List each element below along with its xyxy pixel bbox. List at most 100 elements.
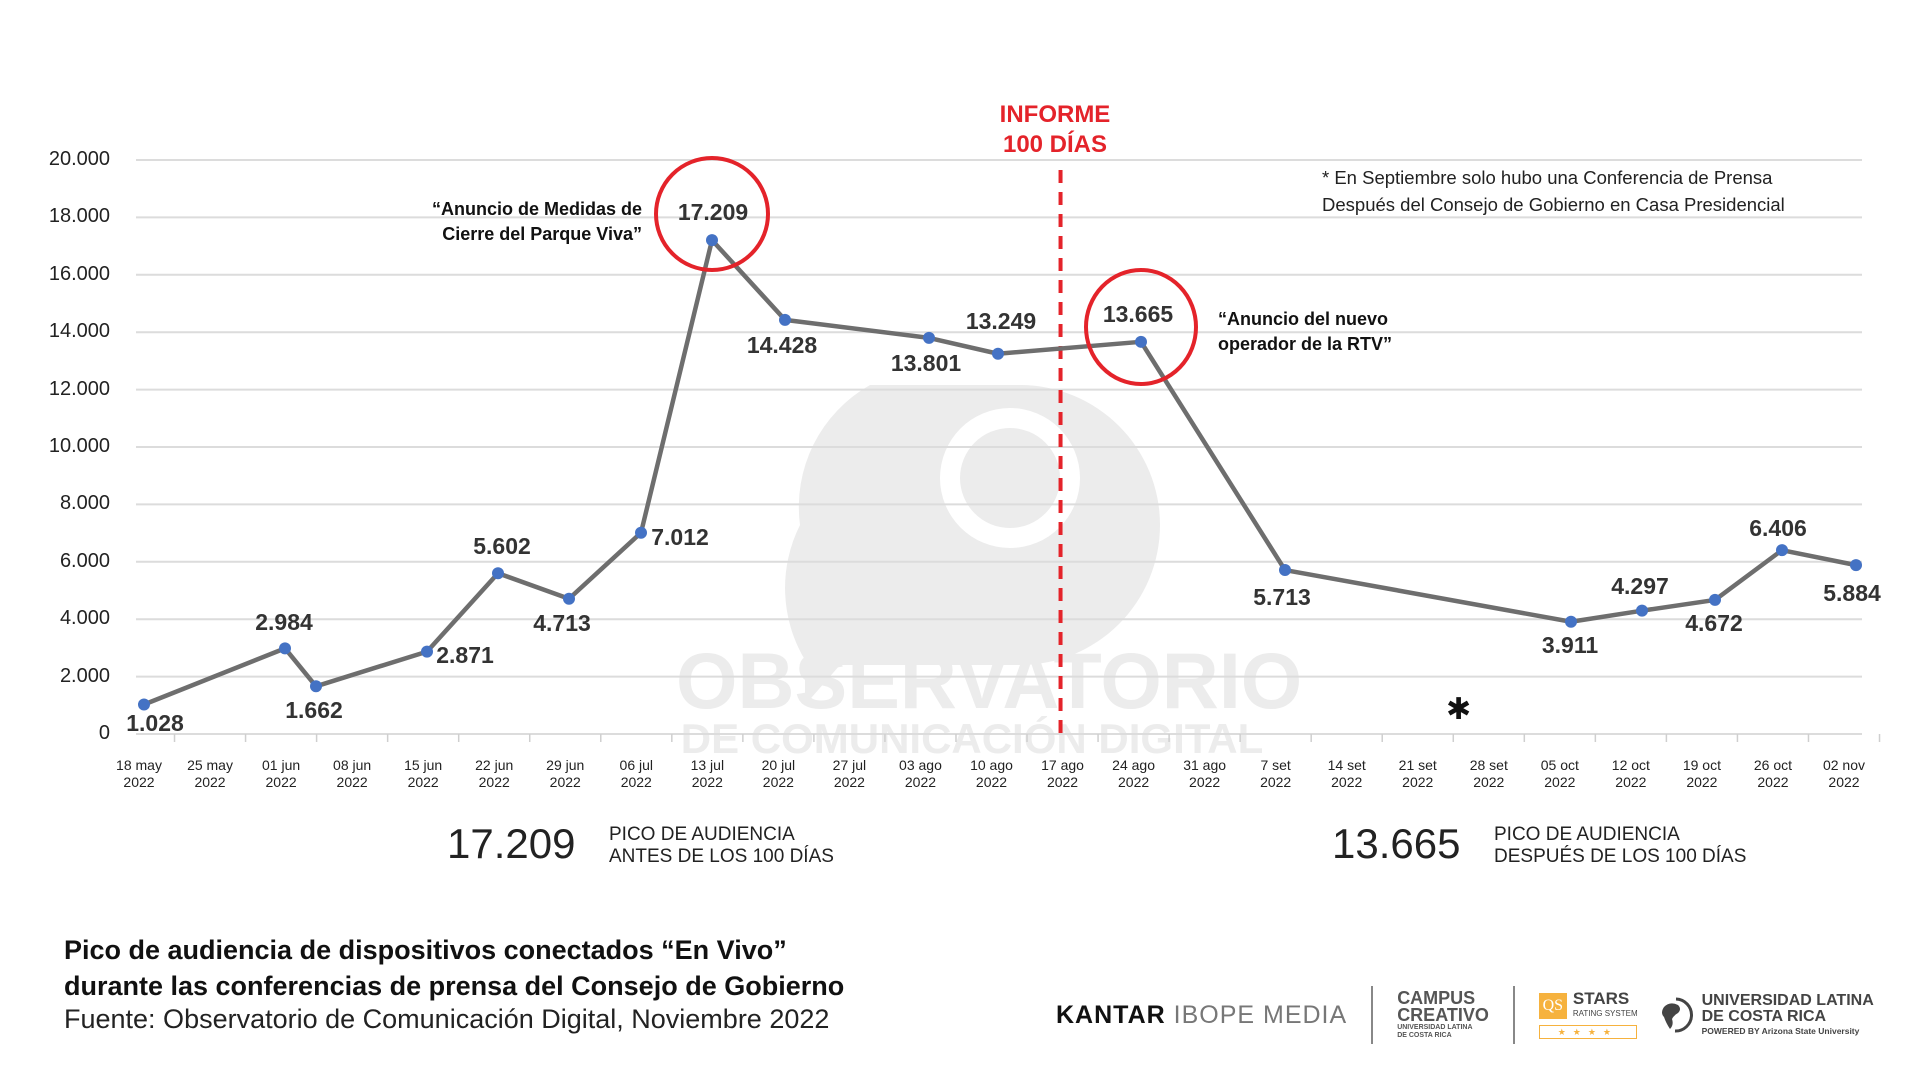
highlight-circle-13665 [1084, 268, 1198, 386]
data-point-marker [1279, 564, 1291, 577]
x-tick-label: 08 jun 2022 [333, 757, 372, 790]
logo-divider [1371, 986, 1374, 1044]
data-label: 2.871 [436, 642, 494, 668]
peak-label-line: DESPUÉS DE LOS 100 DÍAS [1494, 846, 1747, 867]
data-label: 17.209 [677, 199, 749, 225]
x-tick-label: 12 oct 2022 [1611, 757, 1650, 790]
data-label: 13.249 [965, 308, 1037, 334]
x-tick-label: 10 ago 2022 [970, 757, 1013, 790]
data-label: 6.406 [1749, 515, 1807, 541]
globe-icon [1661, 997, 1693, 1033]
campus-sub: UNIVERSIDAD LATINA [1397, 1024, 1473, 1031]
x-tick-label: 27 jul 2022 [832, 757, 867, 790]
peak-before-label: PICO DE AUDIENCIA ANTES DE LOS 100 DÍAS [609, 824, 834, 868]
x-tick-label: 21 set 2022 [1398, 757, 1437, 790]
data-point-marker [492, 567, 504, 580]
september-footnote: * En Septiembre solo hubo una Conferenci… [1322, 164, 1785, 218]
campus-text: CAMPUS [1397, 988, 1476, 1008]
x-tick-label: 05 oct 2022 [1540, 757, 1579, 790]
qs-sub-text: RATING SYSTEM [1572, 1009, 1638, 1018]
star-rating-icon: ★★★★ [1538, 1025, 1637, 1039]
watermark-subtitle: DE COMUNICACIÓN DIGITAL [680, 715, 1264, 762]
ibope-media-text: IBOPE MEDIA [1173, 1000, 1348, 1029]
qs-stars-logo: QS STARS RATING SYSTEM ★★★★ [1538, 990, 1638, 1039]
y-tick-label: 2.000 [59, 664, 110, 687]
data-point-marker [923, 331, 935, 344]
x-tick-label: 02 nov 2022 [1822, 757, 1866, 790]
x-tick-label: 01 jun 2022 [262, 757, 301, 790]
x-tick-label: 7 set 2022 [1260, 757, 1292, 790]
data-label: 4.297 [1611, 573, 1669, 599]
ulatina-line: DE COSTA RICA [1701, 1008, 1827, 1025]
x-tick-label: 22 jun 2022 [475, 757, 514, 790]
x-tick-label: 25 may 2022 [187, 757, 233, 790]
title-line: durante las conferencias de prensa del C… [64, 971, 845, 1001]
title-line: Pico de audiencia de dispositivos conect… [64, 935, 787, 965]
data-label: 13.801 [890, 350, 962, 376]
data-label: 3.911 [1541, 632, 1599, 658]
y-tick-label: 20.000 [48, 148, 110, 170]
annotation-parque-viva: “Anuncio de Medidas de Cierre del Parque… [400, 197, 642, 247]
data-label: 4.672 [1685, 610, 1743, 636]
data-point-marker [1565, 615, 1577, 628]
logo-divider [1512, 986, 1515, 1044]
y-tick-label: 10.000 [48, 435, 110, 457]
x-tick-label: 03 ago 2022 [899, 757, 942, 790]
x-tick-label: 18 may 2022 [116, 757, 162, 790]
data-label: 5.884 [1823, 580, 1881, 606]
watermark-title: OBSERVATORIO [676, 636, 1303, 725]
x-tick-label: 14 set 2022 [1327, 757, 1366, 790]
data-point-marker [279, 642, 291, 655]
x-tick-label: 06 jul 2022 [619, 757, 654, 790]
x-tick-label: 31 ago 2022 [1183, 757, 1227, 790]
ulatina-text: UNIVERSIDAD LATINA DE COSTA RICA POWERED… [1702, 993, 1874, 1037]
data-point-marker [706, 234, 718, 247]
y-tick-label: 6.000 [59, 549, 110, 572]
x-tick-label: 17 ago 2022 [1041, 757, 1084, 790]
informe-line: 100 DÍAS [1002, 131, 1108, 158]
logo-bar: KANTAR IBOPE MEDIA CAMPUS CREATIVO UNIVE… [1056, 985, 1874, 1045]
informe-100-dias-label: INFORME 100 DÍAS [990, 100, 1120, 160]
campus-creativo-logo: CAMPUS CREATIVO UNIVERSIDAD LATINA DE CO… [1397, 988, 1489, 1040]
x-tick-label: 15 jun 2022 [404, 757, 443, 790]
x-tick-label: 24 ago 2022 [1112, 757, 1155, 790]
kantar-ibope-logo: KANTAR IBOPE MEDIA [1056, 1001, 1347, 1030]
x-tick-label: 20 jul 2022 [761, 757, 796, 790]
y-tick-label: 14.000 [48, 320, 110, 343]
creativo-text: CREATIVO [1397, 1005, 1489, 1025]
annotation-line: operador de la RTV” [1218, 334, 1393, 354]
peak-before-value: 17.209 [447, 820, 576, 867]
x-tick-label: 13 jul 2022 [690, 757, 725, 790]
y-tick-label: 8.000 [59, 492, 110, 515]
data-point-marker [563, 592, 575, 605]
data-point-marker [1636, 604, 1648, 617]
x-tick-label: 29 jun 2022 [546, 757, 585, 790]
x-tick-label: 26 oct 2022 [1753, 757, 1793, 790]
qs-text: STARS RATING SYSTEM [1572, 990, 1638, 1021]
asterisk-icon: ✱ [1446, 693, 1472, 726]
peak-label-line: ANTES DE LOS 100 DÍAS [609, 846, 834, 867]
data-label: 14.428 [746, 332, 818, 358]
data-point-marker [1709, 593, 1721, 606]
footnote-line: Después del Consejo de Gobierno en Casa … [1322, 194, 1785, 215]
data-label: 2.984 [255, 609, 313, 635]
data-point-marker [635, 526, 647, 539]
data-line [143, 237, 1857, 707]
data-label: 7.012 [651, 524, 709, 550]
data-point-marker [310, 680, 322, 693]
kantar-text: KANTAR [1056, 1000, 1166, 1029]
data-point-marker [1135, 335, 1147, 348]
data-point-marker [992, 347, 1004, 360]
ulatina-powered: POWERED BY Arizona State University [1701, 1026, 1860, 1036]
peak-label-line: PICO DE AUDIENCIA [1494, 824, 1680, 845]
data-label: 4.713 [533, 610, 591, 636]
y-tick-label: 18.000 [48, 205, 110, 228]
footnote-line: * En Septiembre solo hubo una Conferenci… [1322, 167, 1773, 188]
ulatina-logo: UNIVERSIDAD LATINA DE COSTA RICA POWERED… [1658, 993, 1874, 1037]
data-point-marker [421, 645, 433, 658]
data-label: 1.662 [285, 697, 343, 723]
annotation-rtv: “Anuncio del nuevo operador de la RTV” [1218, 307, 1392, 357]
highlight-circle-17209 [654, 156, 770, 272]
